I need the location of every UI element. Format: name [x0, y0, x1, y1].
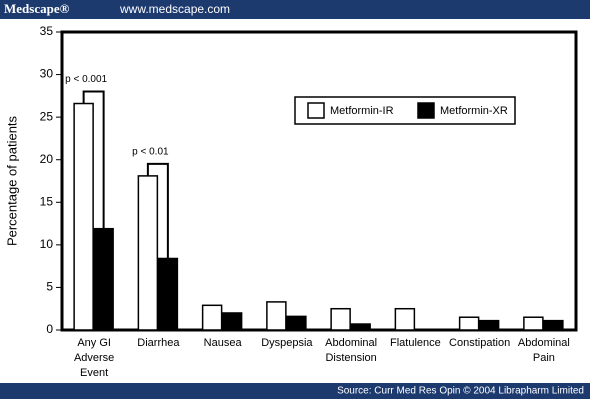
y-tick-label: 20 [40, 152, 54, 166]
bar [266, 301, 287, 331]
legend-label: Metformin-IR [330, 105, 394, 117]
brand: Medscape® [4, 1, 70, 16]
bottom-banner [0, 383, 590, 399]
x-tick-label: Abdominal [518, 337, 570, 349]
x-tick-label: Any GI [77, 337, 111, 349]
y-tick-label: 5 [46, 280, 53, 294]
x-tick-label: Pain [533, 352, 555, 364]
bar [93, 227, 114, 331]
bar [543, 319, 564, 331]
significance-bracket [146, 162, 169, 259]
x-tick-label: Nausea [204, 337, 243, 349]
top-banner [0, 0, 590, 19]
bar [478, 319, 500, 331]
bar [73, 102, 94, 331]
y-tick-label: 15 [40, 194, 54, 208]
bar [523, 316, 544, 331]
legend-label: Metformin-XR [440, 105, 508, 117]
bar [286, 315, 307, 331]
x-tick-label: Flatulence [390, 337, 441, 349]
y-tick-label: 10 [40, 237, 54, 251]
bar [350, 323, 371, 331]
y-axis-label: Percentage of patients [4, 115, 19, 246]
site-url: www.medscape.com [119, 2, 230, 16]
significance-bracket [82, 90, 105, 229]
y-tick-label: 35 [40, 24, 54, 38]
x-tick-label: Diarrhea [137, 337, 180, 349]
legend-swatch [417, 102, 435, 119]
legend-swatch [307, 102, 325, 119]
legend [294, 96, 516, 125]
bar [458, 316, 480, 331]
bar [157, 257, 179, 331]
annotation: p < 0.01 [132, 147, 169, 158]
x-tick-label: Event [80, 367, 108, 379]
x-tick-label: Abdominal [325, 337, 377, 349]
x-tick-label: Adverse [74, 352, 114, 364]
y-tick-label: 25 [40, 109, 54, 123]
bar [394, 307, 416, 331]
bar [137, 175, 159, 331]
y-tick-label: 30 [40, 67, 54, 81]
annotation: p < 0.001 [65, 74, 107, 85]
x-tick-label: Distension [325, 352, 376, 364]
bar [221, 312, 243, 331]
source: Source: Curr Med Res Opin © 2004 Libraph… [337, 386, 584, 397]
x-tick-label: Constipation [449, 337, 510, 349]
plot-frame [60, 30, 578, 332]
bar [330, 307, 351, 331]
bar [201, 304, 223, 331]
x-tick-label: Dyspepsia [261, 337, 313, 349]
y-tick-label: 0 [46, 322, 53, 336]
